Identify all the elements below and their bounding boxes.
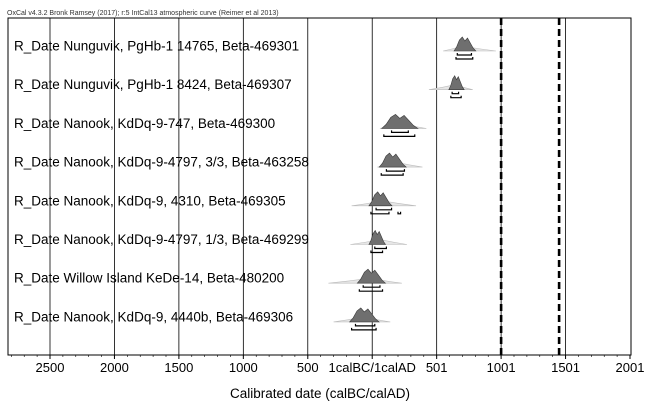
reference-lines <box>499 18 561 355</box>
range-95-bracket <box>358 289 384 292</box>
x-tick-label: 1501 <box>551 360 580 375</box>
range-95-bracket <box>450 95 462 99</box>
x-tick-label: 2500 <box>36 360 65 375</box>
plot-frame <box>7 17 632 356</box>
row-label: R_Date Nanook, KdDq-9-747, Beta-469300 <box>14 116 275 131</box>
posterior-distribution <box>368 229 387 245</box>
x-axis-title: Calibrated date (calBC/calAD) <box>230 386 410 401</box>
date-row: R_Date Willow Island KeDe-14, Beta-48020… <box>14 268 402 292</box>
software-note: OxCal v4.3.2 Bronk Ramsey (2017); r:5 In… <box>7 10 279 17</box>
date-row: R_Date Nanook, KdDq-9, 4440b, Beta-46930… <box>14 307 391 331</box>
row-label: R_Date Nunguvik, PgHb-1 8424, Beta-46930… <box>14 77 292 92</box>
posterior-distribution <box>453 36 477 52</box>
date-row: R_Date Nanook, KdDq-9-747, Beta-469300 <box>14 114 427 137</box>
range-68-bracket <box>354 323 376 327</box>
range-95-bracket <box>370 211 390 215</box>
range-68-bracket <box>456 53 473 56</box>
range-68-bracket <box>451 91 460 95</box>
x-tick-label: 2001 <box>616 360 645 375</box>
range-68-bracket <box>362 285 381 288</box>
date-rows: R_Date Nunguvik, PgHb-1 14765, Beta-4693… <box>14 36 496 331</box>
range-68-bracket <box>375 207 393 211</box>
range-95-bracket <box>455 57 474 60</box>
x-tick-label: 2000 <box>100 360 129 375</box>
row-label: R_Date Willow Island KeDe-14, Beta-48020… <box>14 271 284 286</box>
range-95-bracket <box>370 250 384 254</box>
row-label: R_Date Nanook, KdDq-9, 4310, Beta-469305 <box>14 193 286 208</box>
x-tick-label: 500 <box>297 360 319 375</box>
row-label: R_Date Nanook, KdDq-9-4797, 1/3, Beta-46… <box>14 232 309 247</box>
range-68-bracket <box>390 130 409 133</box>
x-tick-label: 1001 <box>487 360 516 375</box>
range-95-bracket <box>397 211 402 215</box>
posterior-distribution <box>356 268 387 284</box>
range-68-bracket <box>385 169 406 172</box>
posterior-distribution <box>348 307 380 323</box>
date-row: R_Date Nunguvik, PgHb-1 8424, Beta-46930… <box>14 75 473 99</box>
range-95-bracket <box>380 173 404 176</box>
row-label: R_Date Nunguvik, PgHb-1 14765, Beta-4693… <box>14 39 299 54</box>
posterior-distribution <box>378 152 407 168</box>
range-95-bracket <box>351 327 377 331</box>
posterior-distribution <box>381 114 419 129</box>
posterior-distribution <box>368 191 393 207</box>
x-tick-label: 1500 <box>164 360 193 375</box>
date-row: R_Date Nanook, KdDq-9-4797, 1/3, Beta-46… <box>14 229 408 254</box>
x-tick-label: 501 <box>426 360 448 375</box>
posterior-distribution <box>448 75 465 90</box>
range-68-bracket <box>374 246 387 250</box>
range-95-bracket <box>383 134 416 137</box>
x-tick-label: 1000 <box>229 360 258 375</box>
date-row: R_Date Nanook, KdDq-9-4797, 3/3, Beta-46… <box>14 152 423 176</box>
grid-lines <box>49 18 566 355</box>
row-label: R_Date Nanook, KdDq-9, 4440b, Beta-46930… <box>14 309 293 324</box>
x-tick-label: 1calBC/1calAD <box>329 360 416 375</box>
x-axis-ticks: 2500 2000 1500 1000 500 1calBC/1calAD 501 1001 1… <box>11 355 644 375</box>
date-row: R_Date Nunguvik, PgHb-1 14765, Beta-4693… <box>14 36 496 60</box>
row-label: R_Date Nanook, KdDq-9-4797, 3/3, Beta-46… <box>14 155 309 170</box>
date-row: R_Date Nanook, KdDq-9, 4310, Beta-469305 <box>14 191 417 215</box>
